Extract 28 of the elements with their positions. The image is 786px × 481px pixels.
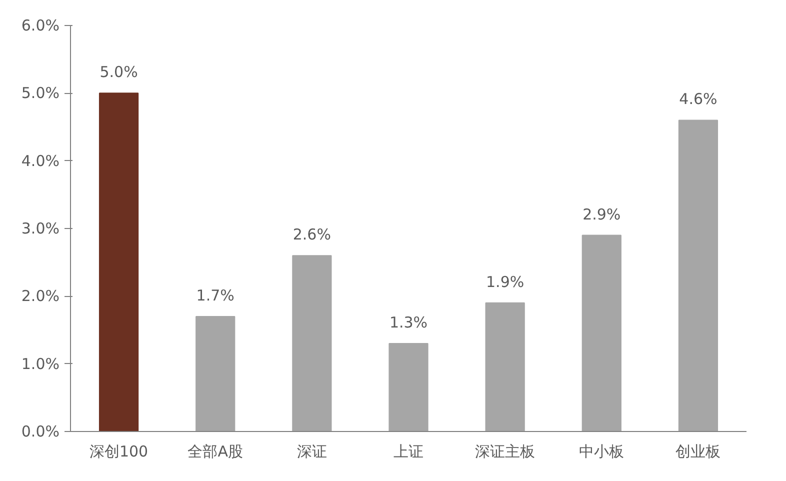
x-tick-label: 上证 bbox=[394, 442, 424, 460]
x-tick-label: 中小板 bbox=[579, 442, 624, 460]
data-label: 2.9% bbox=[582, 205, 621, 224]
data-label: 5.0% bbox=[100, 63, 138, 82]
x-tick-label: 全部A股 bbox=[188, 442, 243, 460]
bar bbox=[196, 316, 236, 432]
y-tick-label: 0.0% bbox=[21, 422, 60, 440]
y-tick-label: 6.0% bbox=[21, 16, 60, 34]
x-tick-label: 深创100 bbox=[89, 442, 148, 460]
bar bbox=[98, 92, 139, 432]
y-tick-label: 2.0% bbox=[21, 287, 60, 306]
data-label: 1.9% bbox=[486, 272, 524, 291]
x-tick-label: 深证 bbox=[296, 442, 327, 460]
y-tick-label: 5.0% bbox=[21, 84, 60, 102]
y-tick-label: 4.0% bbox=[21, 152, 60, 170]
bar bbox=[388, 343, 428, 432]
bar bbox=[582, 234, 622, 432]
data-label: 1.3% bbox=[389, 314, 428, 332]
y-tick-label: 1.0% bbox=[21, 354, 60, 373]
y-tick-label: 3.0% bbox=[21, 220, 60, 238]
x-tick-label: 创业板 bbox=[676, 442, 721, 460]
data-label: 1.7% bbox=[196, 286, 234, 304]
bar bbox=[292, 255, 332, 432]
bar bbox=[485, 302, 525, 432]
data-label: 2.6% bbox=[292, 226, 331, 244]
x-tick-label: 深证主板 bbox=[475, 442, 536, 460]
data-label: 4.6% bbox=[679, 90, 718, 108]
bar bbox=[678, 120, 718, 432]
